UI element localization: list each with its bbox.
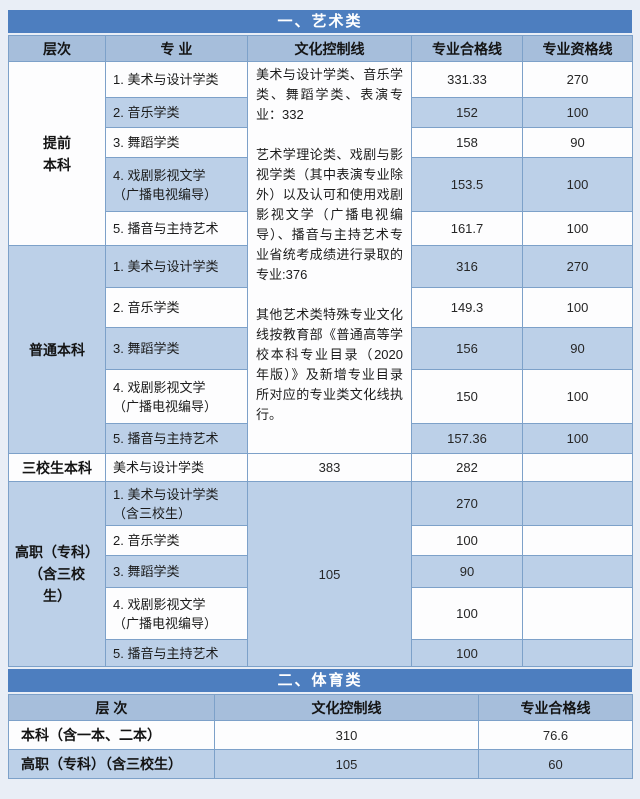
pass-line-cell: 76.6 [478,720,633,750]
sports-col-header-pass: 专业合格线 [478,694,633,721]
score-lines-page: 一、艺术类 层次 专 业 文化控制线 专业合格线 专业资格线 提前 本科 1. … [8,10,633,779]
arts-header-row: 层次 专 业 文化控制线 专业合格线 专业资格线 [8,35,633,62]
major-cell: 3. 舞蹈学类 [105,127,248,158]
major-cell: 2. 音乐学类 [105,525,248,556]
qualify-line-cell: 100 [522,423,633,454]
level-cell-benke: 本科（含一本、二本） [8,720,215,750]
major-cell: 1. 美术与设计学类 [105,245,248,288]
major-cell: 5. 播音与主持艺术 [105,423,248,454]
major-cell: 4. 戏剧影视文学 （广播电视编导） [105,587,248,640]
level-cell-gaozhi-zhuanke: 高职（专科） （含三校 生） [8,481,106,667]
arts-col-header-qualify: 专业资格线 [522,35,633,62]
table-row: 5. 播音与主持艺术 100 [9,639,633,667]
major-cell: 4. 戏剧影视文学 （广播电视编导） [105,369,248,424]
arts-section-header: 一、艺术类 [8,10,632,33]
level-cell-tiqian-benke: 提前 本科 [8,61,106,246]
major-cell: 美术与设计学类 [105,453,248,482]
arts-col-header-culture: 文化控制线 [247,35,412,62]
pass-line-cell: 150 [411,369,523,424]
qualify-line-cell [522,555,633,588]
table-row: 提前 本科 1. 美术与设计学类 美术与设计学类、音乐学类、舞蹈学类、表演专业：… [8,61,633,454]
gaozhi-culture-line-cell: 105 [247,481,412,667]
table-row: 普通本科 1. 美术与设计学类 316 270 [8,245,633,454]
table-row: 高职（专科） （含三校 生） 1. 美术与设计学类 （含三校生） 105 270 [8,481,633,667]
sports-header-row: 层 次 文化控制线 专业合格线 [8,694,633,721]
pass-line-cell: 157.36 [411,423,523,454]
table-row: 2. 音乐学类 152 100 [9,97,633,128]
qualify-line-cell [522,639,633,667]
pass-line-cell: 161.7 [411,211,523,246]
pass-line-cell: 282 [411,453,523,482]
arts-col-header-level: 层次 [8,35,106,62]
pass-line-cell: 90 [411,555,523,588]
pass-line-cell: 149.3 [411,287,523,328]
qualify-line-cell: 270 [522,245,633,288]
table-row: 4. 戏剧影视文学 （广播电视编导） 153.5 100 [9,157,633,212]
sports-section-header: 二、体育类 [8,669,632,692]
major-cell: 5. 播音与主持艺术 [105,639,248,667]
qualify-line-cell: 100 [522,157,633,212]
arts-score-table: 层次 专 业 文化控制线 专业合格线 专业资格线 提前 本科 1. 美术与设计学… [8,35,633,667]
culture-line-cell: 105 [214,749,479,779]
major-cell: 3. 舞蹈学类 [105,327,248,370]
table-row: 本科（含一本、二本） 310 76.6 [8,720,633,750]
culture-control-note-cell: 美术与设计学类、音乐学类、舞蹈学类、表演专业：332 艺术学理论类、戏剧与影视学… [247,61,412,454]
pass-line-cell: 331.33 [411,61,523,98]
major-cell: 1. 美术与设计学类 [105,61,248,98]
major-cell: 2. 音乐学类 [105,287,248,328]
major-cell: 2. 音乐学类 [105,97,248,128]
arts-col-header-pass: 专业合格线 [411,35,523,62]
table-row: 3. 舞蹈学类 156 90 [9,327,633,370]
qualify-line-cell: 90 [522,327,633,370]
qualify-line-cell: 100 [522,211,633,246]
sports-col-header-culture: 文化控制线 [214,694,479,721]
qualify-line-cell: 90 [522,127,633,158]
pass-line-cell: 100 [411,639,523,667]
level-cell-sanxiaosheng-benke: 三校生本科 [8,453,106,482]
level-cell-gaozhi: 高职（专科）（含三校生） [8,749,215,779]
qualify-line-cell: 100 [522,287,633,328]
pass-line-cell: 100 [411,587,523,640]
major-cell: 4. 戏剧影视文学 （广播电视编导） [105,157,248,212]
culture-line-cell: 310 [214,720,479,750]
pass-line-cell: 60 [478,749,633,779]
level-cell-putong-benke: 普通本科 [8,245,106,454]
qualify-line-cell [522,587,633,640]
pass-line-cell: 152 [411,97,523,128]
table-row: 3. 舞蹈学类 158 90 [9,127,633,158]
major-cell: 3. 舞蹈学类 [105,555,248,588]
major-cell: 1. 美术与设计学类 （含三校生） [105,481,248,526]
pass-line-cell: 270 [411,481,523,526]
pass-line-cell: 156 [411,327,523,370]
table-row: 4. 戏剧影视文学 （广播电视编导） 100 [9,587,633,640]
pass-line-cell: 316 [411,245,523,288]
arts-col-header-major: 专 业 [105,35,248,62]
pass-line-cell: 158 [411,127,523,158]
table-row: 2. 音乐学类 100 [9,525,633,556]
major-cell: 5. 播音与主持艺术 [105,211,248,246]
table-row: 4. 戏剧影视文学 （广播电视编导） 150 100 [9,369,633,424]
qualify-line-cell: 100 [522,369,633,424]
qualify-line-cell [522,481,633,526]
qualify-line-cell [522,525,633,556]
table-row: 3. 舞蹈学类 90 [9,555,633,588]
pass-line-cell: 153.5 [411,157,523,212]
qualify-line-cell: 270 [522,61,633,98]
sports-col-header-level: 层 次 [8,694,215,721]
qualify-line-cell [522,453,633,482]
qualify-line-cell: 100 [522,97,633,128]
culture-line-cell: 383 [247,453,412,482]
table-row: 2. 音乐学类 149.3 100 [9,287,633,328]
pass-line-cell: 100 [411,525,523,556]
table-row: 三校生本科 美术与设计学类 383 282 [8,453,633,482]
table-row: 高职（专科）（含三校生） 105 60 [8,749,633,779]
sports-score-table: 层 次 文化控制线 专业合格线 本科（含一本、二本） 310 76.6 高职（专… [8,694,633,779]
